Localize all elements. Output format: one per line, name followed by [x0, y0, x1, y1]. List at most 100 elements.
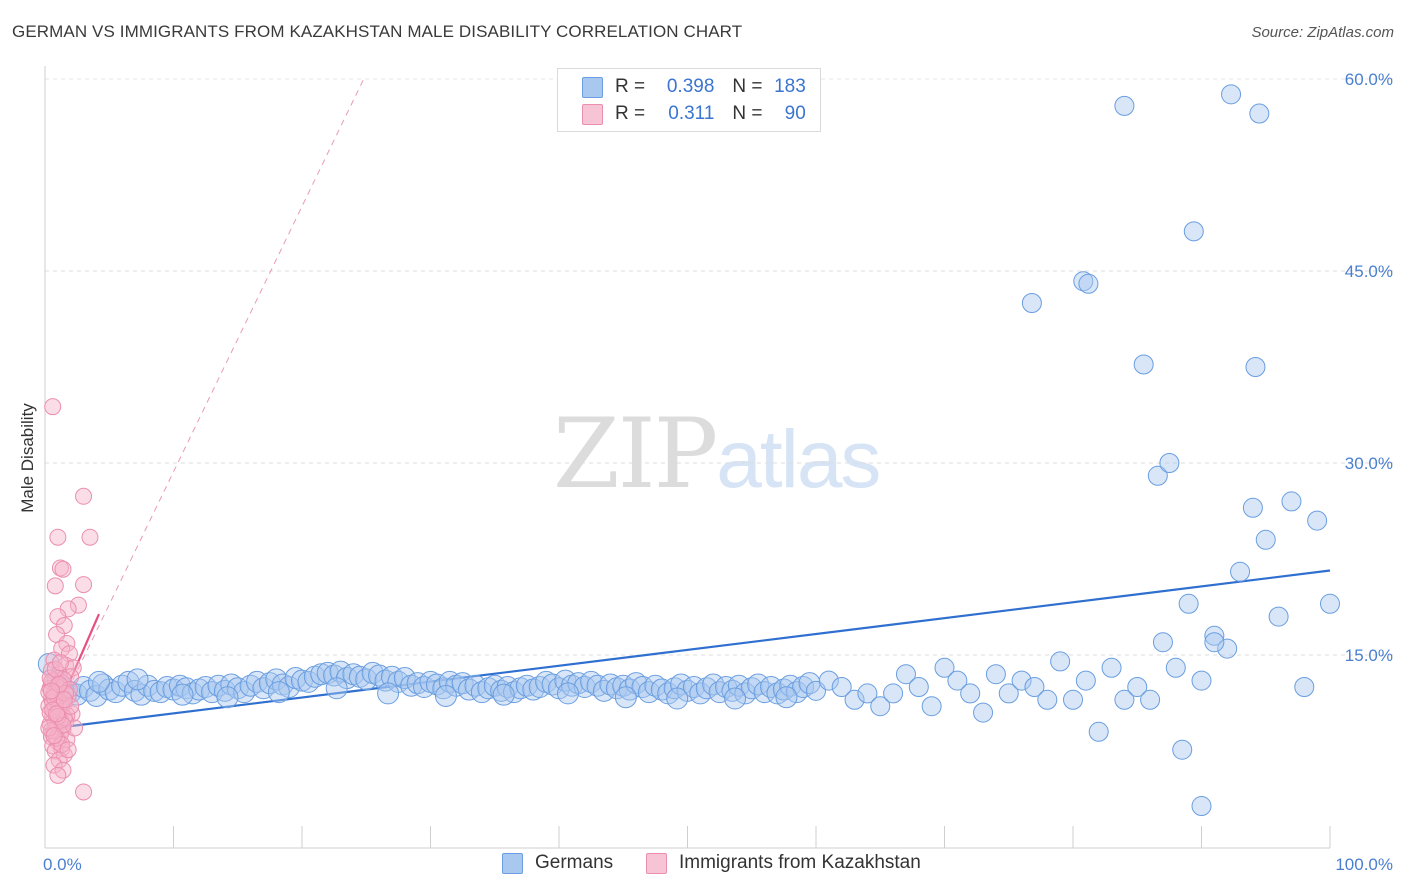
point-germans: [792, 676, 815, 698]
point-kazakhstan: [55, 691, 73, 709]
point-germans: [1063, 689, 1083, 710]
chart-title: GERMAN VS IMMIGRANTS FROM KAZAKHSTAN MAL…: [12, 22, 743, 41]
point-germans: [1191, 670, 1212, 691]
point-germans: [126, 668, 149, 691]
point-germans: [934, 657, 955, 678]
point-germans: [1147, 465, 1168, 486]
point-germans: [1037, 689, 1058, 710]
y-tick-label: 30.0%: [1345, 454, 1393, 473]
n-label: N =: [732, 76, 763, 97]
point-germans: [1320, 593, 1340, 614]
correlation-legend: R = 0.398 N = 183 R = 0.311 N = 90: [557, 68, 821, 132]
point-germans: [947, 670, 968, 691]
point-germans: [831, 677, 852, 697]
x-tick-label-min: 0.0%: [43, 855, 82, 874]
point-germans: [921, 696, 942, 717]
point-germans: [775, 686, 798, 709]
point-kazakhstan: [58, 634, 76, 652]
point-germans: [1217, 638, 1238, 659]
point-germans: [267, 681, 290, 704]
source-label: Source: ZipAtlas.com: [1251, 24, 1394, 41]
trendline-kazakhstan-extended: [48, 78, 365, 730]
point-kazakhstan: [75, 576, 93, 594]
legend-swatch-blue: [582, 76, 603, 98]
point-germans: [1021, 293, 1042, 313]
point-kazakhstan: [57, 684, 75, 702]
point-kazakhstan: [44, 398, 62, 416]
point-germans: [973, 702, 994, 723]
point-germans: [325, 677, 348, 700]
point-kazakhstan: [46, 577, 64, 595]
point-germans: [724, 687, 747, 710]
legend-swatch-pink: [646, 852, 667, 874]
legend-item-germans[interactable]: Germans: [502, 852, 613, 874]
point-kazakhstan: [49, 608, 67, 626]
point-germans: [1245, 357, 1266, 377]
point-kazakhstan: [41, 669, 59, 687]
point-germans: [1242, 497, 1263, 518]
point-germans: [1101, 657, 1122, 678]
point-germans: [1281, 491, 1302, 512]
legend-row-germans: R = 0.398 N = 183: [558, 73, 806, 101]
series-germans: [37, 84, 1340, 817]
legend-label-germans: Germans: [535, 852, 614, 873]
point-kazakhstan: [45, 756, 63, 774]
point-germans: [1204, 625, 1225, 646]
point-germans: [883, 683, 904, 704]
point-germans: [960, 683, 981, 704]
point-kazakhstan: [54, 761, 72, 779]
point-germans: [1050, 651, 1071, 672]
point-germans: [1140, 689, 1161, 710]
point-kazakhstan: [59, 741, 77, 759]
point-germans: [1114, 95, 1135, 116]
point-germans: [985, 664, 1006, 685]
point-germans: [470, 681, 493, 704]
point-germans: [492, 683, 515, 706]
point-germans: [87, 670, 110, 693]
point-germans: [1307, 510, 1328, 531]
watermark: ZIPatlas: [553, 398, 881, 510]
y-tick-label: 45.0%: [1345, 262, 1393, 281]
point-germans: [695, 677, 718, 700]
point-germans: [1221, 84, 1242, 105]
point-germans: [1230, 561, 1251, 582]
point-germans: [1294, 677, 1315, 697]
point-germans: [644, 674, 667, 697]
legend-label-kazakhstan: Immigrants from Kazakhstan: [679, 852, 921, 873]
point-kazakhstan: [62, 697, 80, 715]
gridlines: [45, 78, 1395, 656]
point-germans: [818, 670, 839, 691]
point-germans: [1249, 103, 1270, 124]
point-germans: [1204, 632, 1225, 653]
point-germans: [766, 682, 789, 705]
point-germans: [1114, 689, 1135, 710]
point-germans: [1172, 739, 1193, 760]
point-germans: [220, 673, 243, 696]
point-germans: [1159, 453, 1180, 473]
point-kazakhstan: [75, 487, 93, 505]
y-tick-label: 15.0%: [1345, 646, 1393, 665]
point-germans: [1183, 221, 1204, 242]
r-value-kazakhstan: 0.311: [668, 103, 715, 124]
point-kazakhstan: [42, 682, 60, 700]
x-tick-label-max: 100.0%: [1335, 855, 1393, 874]
point-kazakhstan: [51, 654, 69, 672]
series-kazakhstan: [40, 398, 99, 801]
y-tick-label: 60.0%: [1345, 70, 1393, 89]
point-germans: [1024, 677, 1045, 697]
legend-item-kazakhstan[interactable]: Immigrants from Kazakhstan: [646, 852, 921, 874]
point-germans: [580, 670, 603, 693]
point-kazakhstan: [49, 766, 67, 784]
point-germans: [85, 684, 108, 707]
point-germans: [895, 664, 916, 685]
watermark-zip: ZIP: [553, 398, 718, 510]
point-germans: [870, 696, 891, 717]
point-kazakhstan: [48, 705, 66, 723]
trendlines: [44, 78, 1331, 731]
point-germans: [1268, 606, 1289, 627]
point-germans: [1191, 796, 1212, 817]
point-germans: [1127, 677, 1148, 697]
r-label: R =: [615, 103, 646, 124]
point-germans: [143, 679, 166, 702]
